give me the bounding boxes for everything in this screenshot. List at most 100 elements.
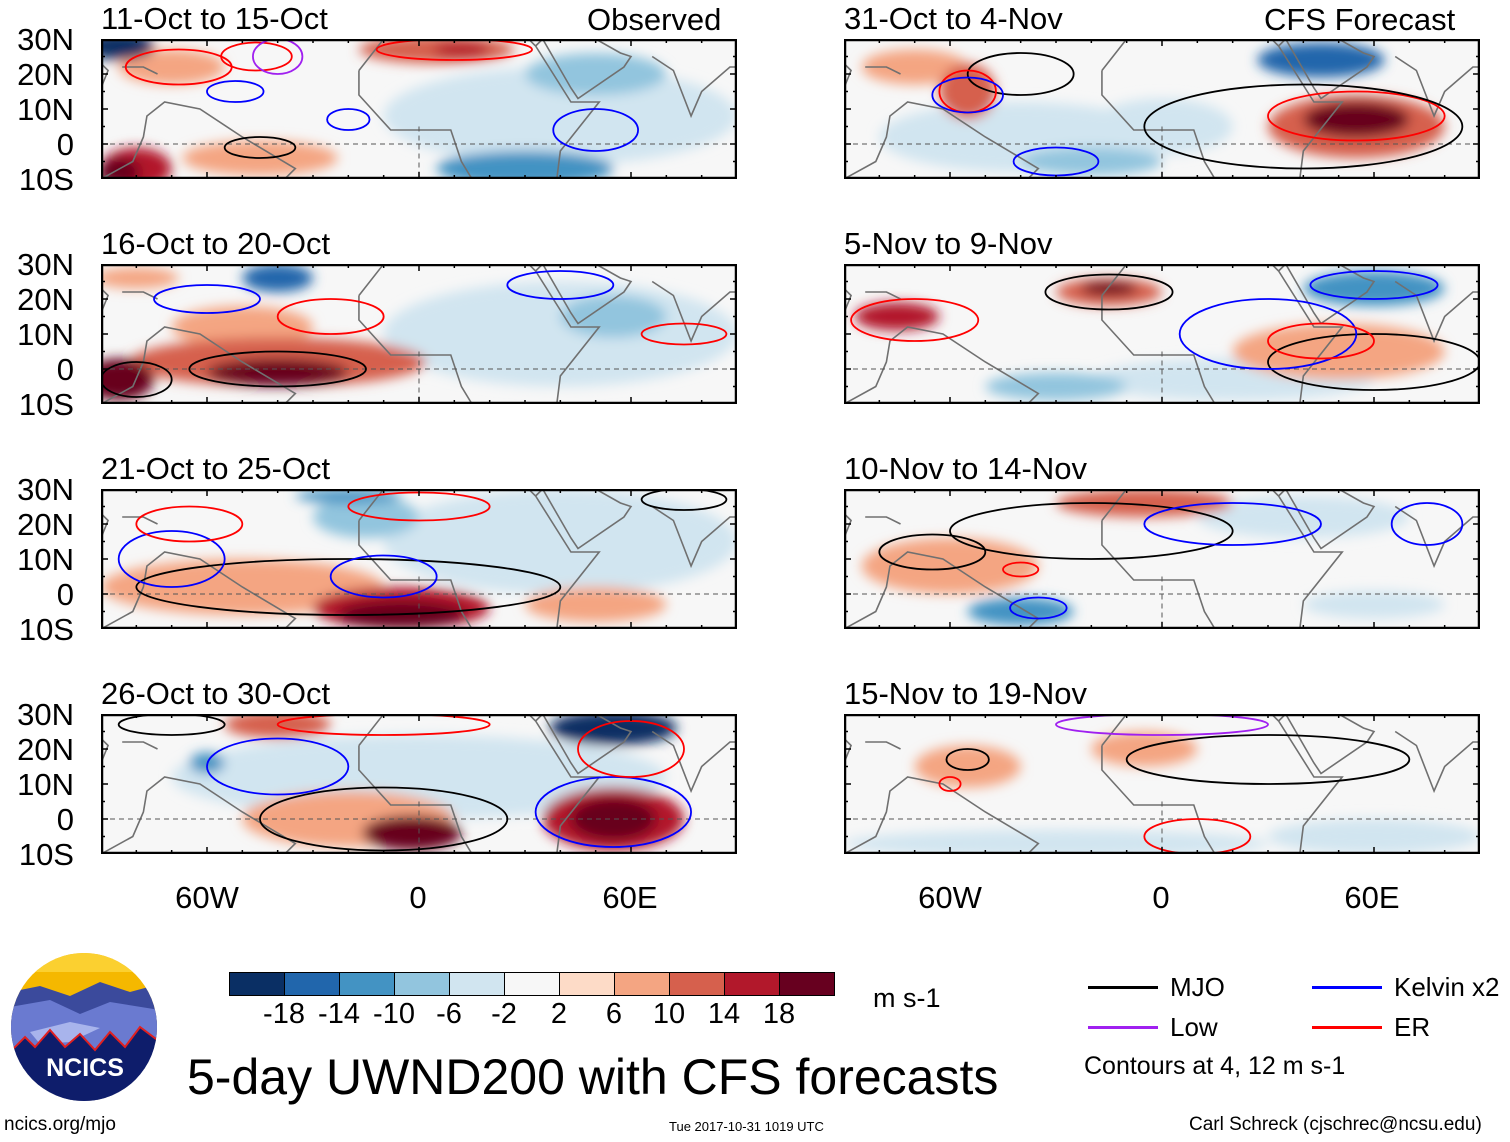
anomaly-shading	[224, 714, 331, 739]
colorbar-tick-label: 2	[550, 998, 568, 1030]
map-panel	[101, 489, 737, 629]
coastline	[865, 516, 901, 525]
coastline	[1394, 730, 1480, 794]
lat-label: 30N	[17, 472, 74, 507]
coastline	[358, 489, 601, 629]
contour-kelvin	[1143, 502, 1322, 546]
colorbar-swatch	[230, 973, 285, 995]
lat-label: 0	[56, 127, 74, 162]
coastline	[1278, 39, 1376, 100]
colorbar-swatch	[395, 973, 450, 995]
panel-title: 31-Oct to 4-Nov	[844, 1, 1063, 36]
coastline	[122, 741, 158, 750]
coastline	[1394, 55, 1480, 119]
contour-mjo	[1267, 333, 1480, 391]
contour-er	[1267, 322, 1375, 360]
coastline	[865, 66, 901, 75]
anomaly-shading	[1303, 590, 1445, 619]
anomaly-shading	[1197, 496, 1410, 538]
lat-label: 0	[56, 352, 74, 387]
contour-kelvin	[326, 108, 371, 131]
lat-label: 20N	[17, 57, 74, 92]
anomaly-shading	[861, 538, 1039, 594]
lat-label: 20N	[17, 732, 74, 767]
lat-label: 20N	[17, 507, 74, 542]
contour-kelvin	[552, 108, 639, 152]
legend-mjo: MJO	[1088, 972, 1225, 1003]
coastline	[358, 714, 601, 854]
anomaly-shading	[433, 42, 490, 57]
coastline	[101, 101, 297, 179]
cfs-forecast-label: CFS Forecast	[1264, 2, 1456, 37]
contour-mjo	[878, 533, 987, 571]
colorbar-swatch	[505, 973, 560, 995]
coastline	[101, 326, 297, 404]
contour-kelvin	[1390, 502, 1464, 546]
contour-kelvin	[153, 284, 261, 314]
anomaly-shading	[101, 267, 179, 289]
lat-label: 30N	[17, 247, 74, 282]
contour-mjo	[101, 361, 173, 398]
contour-er	[1143, 818, 1252, 854]
map-panel	[844, 264, 1480, 404]
observed-label: Observed	[587, 2, 722, 37]
contour-kelvin	[1178, 298, 1358, 370]
contour-er	[640, 322, 728, 346]
colorbar-unit: m s-1	[873, 983, 941, 1013]
anomaly-shading	[207, 358, 349, 387]
coastline	[651, 55, 737, 119]
contour-note: Contours at 4, 12 m s-1	[1084, 1052, 1346, 1080]
colorbar-tick-label: -10	[373, 998, 415, 1030]
contour-mjo	[1143, 83, 1464, 170]
colorbar	[229, 972, 835, 996]
lon-label-left-60e: 60E	[602, 880, 658, 915]
legend-er: ER	[1312, 1012, 1430, 1043]
lat-label: 10S	[18, 837, 74, 872]
anomaly-shading	[1091, 731, 1198, 767]
coastline	[535, 39, 633, 100]
lon-label-right-0: 0	[1152, 880, 1170, 915]
legend-line-er	[1312, 1026, 1382, 1029]
coastline	[651, 505, 737, 569]
legend-label: Kelvin x2	[1394, 972, 1500, 1002]
legend-line-mjo	[1088, 986, 1158, 989]
contour-er	[938, 776, 962, 792]
colorbar-tick-label: -18	[263, 998, 305, 1030]
contour-mjo	[117, 714, 226, 736]
anomaly-shading	[1020, 147, 1162, 176]
coastline	[1278, 264, 1376, 325]
lon-label-right-60w: 60W	[918, 880, 982, 915]
map-panel	[844, 714, 1480, 854]
colorbar-tick-label: -14	[318, 998, 360, 1030]
anomaly-shading	[1232, 323, 1445, 380]
footer-timestamp: Tue 2017-10-31 1019 UTC	[669, 1119, 824, 1134]
coastline	[101, 62, 110, 89]
anomaly-shading	[525, 53, 667, 95]
coastline	[1101, 714, 1344, 854]
colorbar-tick-label: -2	[491, 998, 517, 1030]
contour-er	[220, 41, 293, 72]
contour-kelvin	[206, 737, 350, 796]
coastline	[844, 62, 853, 89]
map-panel	[844, 39, 1480, 179]
contour-mjo	[949, 502, 1234, 560]
lat-label: 10S	[18, 387, 74, 422]
anomaly-shading	[854, 302, 940, 331]
colorbar-tick-label: 18	[762, 998, 796, 1030]
colorbar-tick-label: 6	[605, 998, 623, 1030]
lat-label: 30N	[17, 22, 74, 57]
coastline	[122, 291, 158, 300]
coastline	[101, 551, 297, 629]
coastline	[358, 39, 601, 179]
coastline	[844, 737, 853, 764]
anomaly-shading	[1257, 42, 1385, 78]
lat-label: 10N	[17, 542, 74, 577]
contour-er	[276, 298, 385, 335]
coastline	[122, 66, 158, 75]
lat-label: 30N	[17, 697, 74, 732]
map-panel	[101, 714, 737, 854]
lat-label: 0	[56, 802, 74, 837]
colorbar-swatch	[670, 973, 725, 995]
map-panel	[101, 39, 737, 179]
coastline	[1394, 280, 1480, 344]
